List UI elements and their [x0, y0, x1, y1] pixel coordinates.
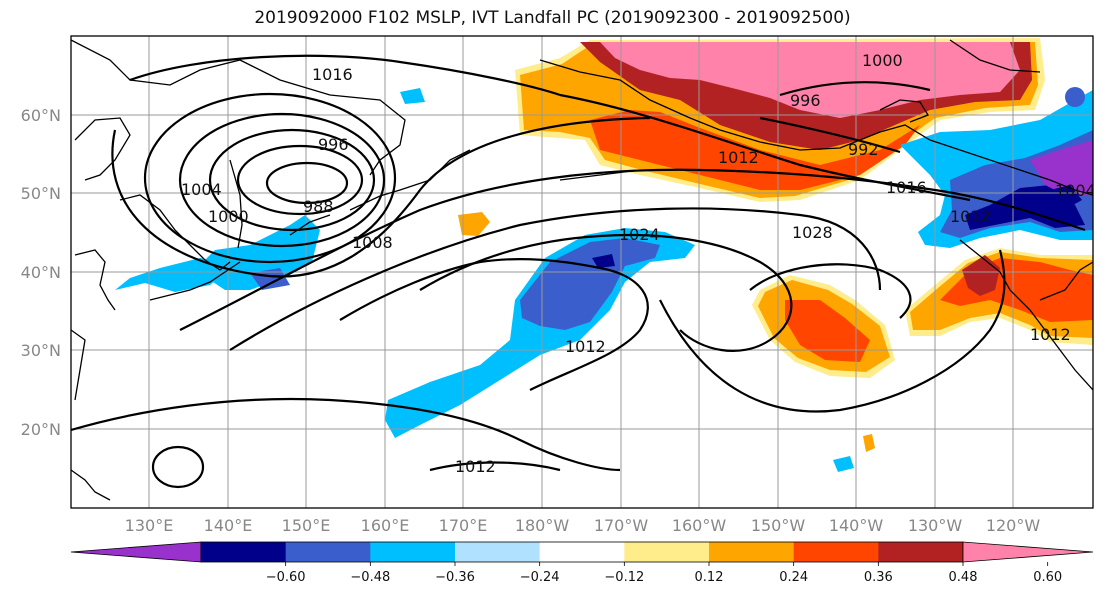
lat-label: 40°N: [21, 263, 61, 282]
isobar-label: 992: [848, 140, 879, 159]
isobar-label: 1012: [950, 207, 991, 226]
map-plot-area: 1016 996 1004 1000 988 1008 1024 1012 10…: [71, 36, 1096, 508]
isobar-label: 996: [318, 135, 349, 154]
isobar-label: 988: [303, 197, 334, 216]
ivt-negative-pnw: [833, 87, 1093, 472]
lat-label: 30°N: [21, 341, 61, 360]
latitude-labels: 60°N 50°N 40°N 30°N 20°N: [21, 106, 61, 439]
lon-label: 180°W: [515, 516, 570, 535]
isobar-label: 1008: [352, 233, 393, 252]
mslp-isobars: [71, 54, 1086, 489]
isobar-label: 1012: [565, 337, 606, 356]
lon-label: 130°W: [908, 516, 963, 535]
colorbar-tick-label: 0.60: [1033, 570, 1062, 585]
lon-label: 150°E: [282, 516, 331, 535]
colorbar-ticks: −0.60 −0.48 −0.36 −0.24 −0.12 0.12 0.24 0.36 0.4…: [266, 562, 1062, 585]
isobar-label: 1012: [455, 457, 496, 476]
isobar-label: 1016: [886, 178, 927, 197]
isobar-label: 1024: [619, 225, 660, 244]
lon-label: 130°E: [125, 516, 174, 535]
isobar-label: 1016: [312, 65, 353, 84]
colorbar: −0.60 −0.48 −0.36 −0.24 −0.12 0.12 0.24 0.36 0.4…: [70, 541, 1094, 585]
colorbar-tick-label: −0.48: [350, 570, 390, 585]
lat-label: 50°N: [21, 184, 61, 203]
map-frame: [70, 35, 1094, 509]
isobar-label: 1000: [862, 51, 903, 70]
longitude-labels: 130°E 140°E 150°E 160°E 170°E 180°W 170°…: [125, 516, 1041, 535]
lat-label: 20°N: [21, 420, 61, 439]
colorbar-arrow-low: [70, 541, 202, 563]
colorbar-segment: [370, 542, 456, 562]
colorbar-tick-label: −0.60: [266, 570, 306, 585]
colorbar-segment: [285, 542, 371, 562]
colorbar-segment: [709, 542, 795, 562]
colorbar-segment: [793, 542, 879, 562]
colorbar-tick-label: −0.12: [604, 570, 644, 585]
lon-label: 170°W: [594, 516, 649, 535]
lon-label: 160°W: [672, 516, 727, 535]
colorbar-segment: [201, 542, 287, 562]
lon-label: 160°E: [361, 516, 410, 535]
isobar-label: 1000: [208, 207, 249, 226]
colorbar-segment: [539, 542, 625, 562]
lat-label: 60°N: [21, 106, 61, 125]
colorbar-segment: [455, 542, 541, 562]
isobar-label: 1012: [1030, 325, 1071, 344]
colorbar-tick-label: −0.24: [520, 570, 560, 585]
isobar-label: 1012: [718, 148, 759, 167]
isobar-label: 1004: [181, 180, 222, 199]
lon-label: 170°E: [439, 516, 488, 535]
lon-label: 140°W: [829, 516, 884, 535]
colorbar-segments: [70, 541, 1094, 563]
lon-label: 150°W: [751, 516, 806, 535]
colorbar-tick-label: 0.48: [949, 570, 978, 585]
colorbar-segment: [878, 542, 964, 562]
lon-label: 120°W: [986, 516, 1041, 535]
ivt-positive-alaska: [515, 38, 1045, 202]
colorbar-tick-label: 0.12: [695, 570, 724, 585]
colorbar-tick-label: 0.24: [779, 570, 808, 585]
isobar-label: 996: [790, 91, 821, 110]
isobar-label: 1004: [1055, 181, 1096, 200]
isobar-labels: 1016 996 1004 1000 988 1008 1024 1012 10…: [181, 51, 1096, 476]
colorbar-tick-label: 0.36: [864, 570, 893, 585]
lon-label: 140°E: [204, 516, 253, 535]
colorbar-segment: [624, 542, 710, 562]
colorbar-arrow-high: [962, 541, 1094, 563]
isobar-label: 1028: [792, 223, 833, 242]
map-title: 2019092000 F102 MSLP, IVT Landfall PC (2…: [254, 8, 851, 28]
colorbar-tick-label: −0.36: [435, 570, 475, 585]
